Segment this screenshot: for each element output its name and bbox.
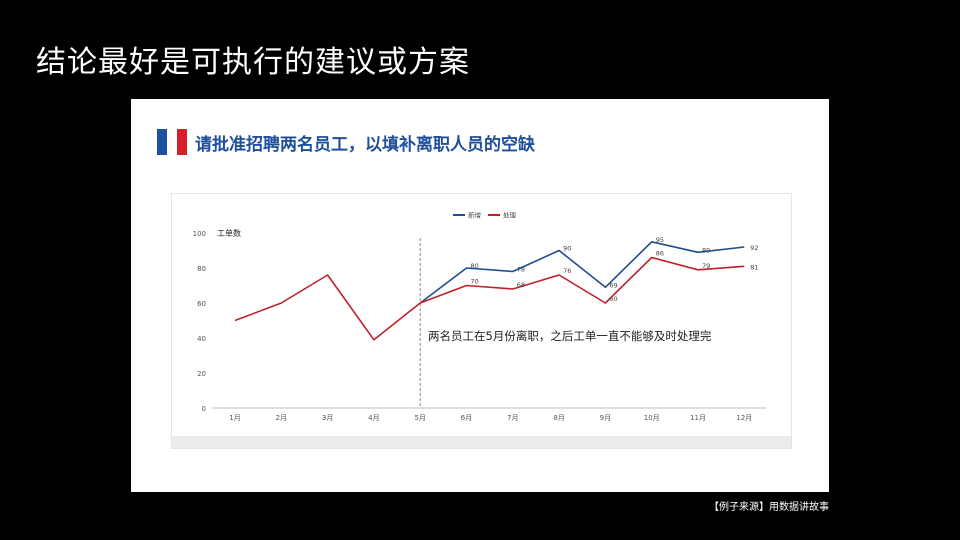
data-label-processed: 60 xyxy=(609,295,617,303)
flag-icon xyxy=(157,129,187,155)
chart-panel: 请批准招聘两名员工，以填补离职人员的空缺 0 20 40 60 80 100 工单数 1月 2月… xyxy=(131,99,829,492)
data-label-processed: 76 xyxy=(563,267,571,275)
y-tick-label: 100 xyxy=(193,230,206,238)
data-label-processed: 79 xyxy=(702,262,710,270)
data-label-processed: 70 xyxy=(471,278,479,286)
x-tick-label: 11月 xyxy=(690,414,706,422)
legend-label-new: 新增 xyxy=(468,211,481,220)
y-tick-label: 0 xyxy=(202,405,206,413)
x-tick-label: 3月 xyxy=(322,414,333,422)
annotation-text: 两名员工在5月份离职，之后工单一直不能够及时处理完 xyxy=(428,329,711,343)
data-label-new: 92 xyxy=(750,244,758,252)
legend-label-processed: 处理 xyxy=(503,211,517,220)
data-label-new: 78 xyxy=(517,266,525,274)
slide-title: 结论最好是可执行的建议或方案 xyxy=(36,45,470,80)
y-tick-label: 80 xyxy=(197,265,206,273)
x-tick-label: 2月 xyxy=(276,414,287,422)
x-tick-label: 12月 xyxy=(736,414,752,422)
x-tick-label: 8月 xyxy=(553,414,564,422)
y-tick-label: 40 xyxy=(197,335,206,343)
line-chart: 0 20 40 60 80 100 工单数 1月 2月 3月 4月 5月 6月 7月 8月 9月 10月 11月 1… xyxy=(193,211,766,422)
y-axis-label: 工单数 xyxy=(217,228,241,238)
x-tick-label: 9月 xyxy=(600,414,611,422)
chart-footer xyxy=(172,436,791,448)
x-tick-label: 4月 xyxy=(368,414,379,422)
source-note: 【例子来源】用数据讲故事 xyxy=(709,502,829,513)
heading-text: 请批准招聘两名员工，以填补离职人员的空缺 xyxy=(195,134,535,155)
x-tick-label: 1月 xyxy=(229,414,240,422)
data-label-new: 90 xyxy=(563,245,571,253)
data-label-new: 89 xyxy=(702,246,710,254)
y-tick-label: 20 xyxy=(197,370,206,378)
chart-heading: 请批准招聘两名员工，以填补离职人员的空缺 xyxy=(157,129,535,155)
x-tick-label: 6月 xyxy=(461,414,472,422)
data-label-new: 80 xyxy=(471,262,479,270)
data-label-processed: 86 xyxy=(656,250,664,258)
y-tick-label: 60 xyxy=(197,300,206,308)
series-line-processed xyxy=(234,256,745,341)
x-tick-label: 10月 xyxy=(644,414,660,422)
x-tick-label: 5月 xyxy=(414,414,425,422)
data-label-new: 95 xyxy=(656,236,664,244)
data-label-processed: 81 xyxy=(750,263,758,271)
chart-frame: 0 20 40 60 80 100 工单数 1月 2月 3月 4月 5月 6月 7月 8月 9月 10月 11月 1… xyxy=(171,193,792,449)
data-label-processed: 68 xyxy=(517,281,525,289)
series-line-new xyxy=(419,241,745,304)
data-label-new: 69 xyxy=(609,281,617,289)
x-tick-label: 7月 xyxy=(507,414,518,422)
